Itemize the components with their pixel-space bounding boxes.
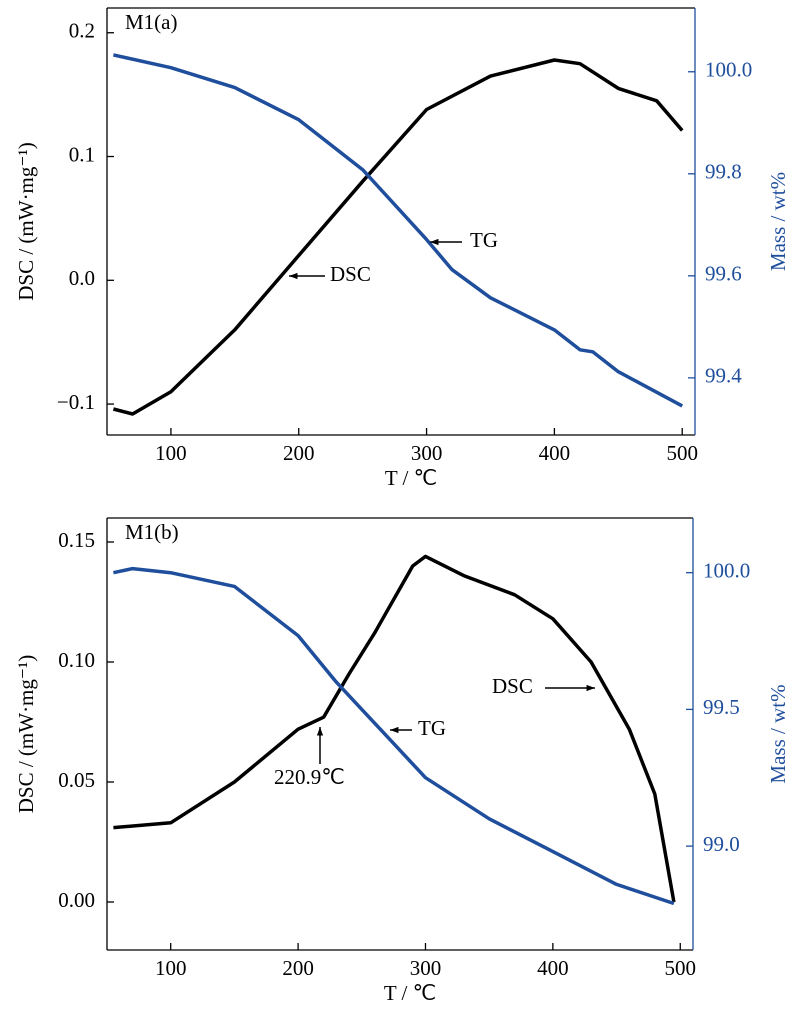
x-tick-label: 100 (155, 441, 187, 465)
y-tick-label: 0.1 (69, 142, 95, 166)
annotation: 220.9℃ (274, 765, 345, 789)
y-tick-label: 0.15 (58, 528, 95, 552)
y2-tick-label: 99.6 (705, 262, 742, 286)
y2-tick-label: 99.4 (705, 364, 742, 388)
x-tick-label: 400 (539, 441, 571, 465)
y-tick-label: 0.00 (58, 888, 95, 912)
panel-label: M1(b) (125, 520, 179, 544)
y-tick-label: 0.10 (58, 648, 95, 672)
annotation: DSC (492, 674, 533, 698)
panel-label: M1(a) (125, 10, 177, 34)
x-tick-label: 500 (666, 441, 698, 465)
x-tick-label: 100 (155, 956, 187, 980)
y2-axis-label: Mass / wt% (766, 172, 790, 271)
annotation: TG (470, 228, 498, 252)
y-axis-label: DSC / (mW·mg⁻¹) (14, 142, 38, 301)
arrow-head (390, 726, 399, 734)
y2-tick-label: 99.8 (705, 160, 742, 184)
annotation: TG (418, 716, 446, 740)
series-line (113, 566, 675, 906)
arrow-head (316, 727, 324, 736)
y2-axis-label: Mass / wt% (766, 684, 790, 783)
series-line (113, 554, 676, 903)
series-line (113, 53, 684, 408)
x-tick-label: 500 (665, 956, 697, 980)
y2-tick-label: 99.0 (703, 832, 740, 856)
series-line (112, 58, 684, 416)
arrow-head (289, 272, 298, 280)
arrow-head (586, 684, 595, 692)
x-tick-label: 200 (283, 441, 315, 465)
y-tick-label: 0.2 (69, 19, 95, 43)
y-axis-label: DSC / (mW·mg⁻¹) (14, 655, 38, 814)
y2-tick-label: 100.0 (705, 58, 752, 82)
x-axis-label: T / ℃ (385, 466, 437, 490)
x-tick-label: 400 (537, 956, 569, 980)
x-tick-label: 300 (410, 956, 442, 980)
x-tick-label: 300 (411, 441, 443, 465)
y-tick-label: 0.0 (69, 266, 95, 290)
arrow-head (430, 238, 439, 246)
y-tick-label: −0.1 (57, 390, 95, 414)
y2-tick-label: 99.5 (703, 695, 740, 719)
x-tick-label: 200 (282, 956, 314, 980)
annotation: DSC (330, 262, 371, 286)
y2-tick-label: 100.0 (703, 558, 750, 582)
y-tick-label: 0.05 (58, 768, 95, 792)
x-axis-label: T / ℃ (384, 981, 436, 1005)
